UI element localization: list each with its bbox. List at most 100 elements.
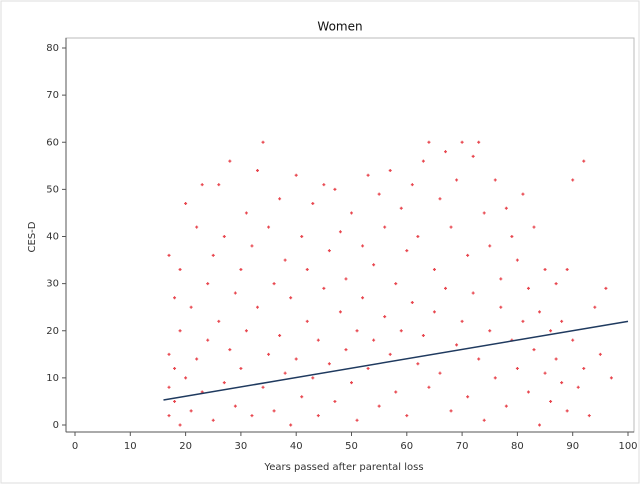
scatter-point <box>427 140 431 144</box>
scatter-point <box>300 395 304 399</box>
scatter-point <box>455 178 459 182</box>
y-tick-label: 80 <box>46 43 59 54</box>
scatter-point <box>421 333 425 337</box>
scatter-point <box>239 366 243 370</box>
scatter-point <box>333 399 337 403</box>
scatter-point <box>582 366 586 370</box>
scatter-point <box>394 390 398 394</box>
scatter-point <box>366 173 370 177</box>
scatter-point <box>211 418 215 422</box>
scatter-point <box>543 371 547 375</box>
scatter-point <box>200 183 204 187</box>
scatter-point <box>272 409 276 413</box>
scatter-point <box>350 381 353 385</box>
scatter-point <box>488 244 492 248</box>
scatter-point <box>233 291 237 295</box>
scatter-point <box>206 338 210 342</box>
scatter-point <box>526 286 530 290</box>
scatter-point <box>173 296 177 300</box>
scatter-point <box>410 300 414 304</box>
scatter-point <box>549 399 553 403</box>
scatter-point <box>361 244 365 248</box>
scatter-point <box>228 159 232 163</box>
scatter-point <box>322 286 326 290</box>
chart-title: Women <box>317 20 362 34</box>
scatter-point <box>571 178 575 182</box>
scatter-point <box>499 305 503 309</box>
scatter-point <box>338 230 342 234</box>
scatter-point <box>167 352 171 356</box>
scatter-point <box>344 348 348 352</box>
y-axis-label: CES-D <box>27 221 38 252</box>
scatter-point <box>383 225 387 229</box>
scatter-point <box>206 282 210 286</box>
x-tick-label: 50 <box>345 441 358 452</box>
scatter-point <box>405 249 409 253</box>
scatter-point <box>250 414 254 418</box>
scatter-point <box>427 385 431 389</box>
scatter-point <box>609 376 613 380</box>
scatter-point <box>421 159 425 163</box>
scatter-point <box>515 366 519 370</box>
scatter-point <box>322 183 326 187</box>
scatter-point <box>372 263 376 267</box>
scatter-point <box>466 253 470 257</box>
scatter-point <box>493 376 497 380</box>
scatter-point <box>283 258 287 262</box>
scatter-point <box>255 305 259 309</box>
scatter-point <box>549 329 553 333</box>
scatter-point <box>283 371 287 375</box>
scatter-point <box>449 409 453 413</box>
scatter-point <box>565 267 569 271</box>
scatter-point <box>217 319 221 323</box>
scatter-point <box>366 366 370 370</box>
scatter-point <box>460 140 464 144</box>
scatter-point <box>438 371 442 375</box>
scatter-point <box>565 409 569 413</box>
scatter-point <box>377 192 381 196</box>
scatter-point <box>239 267 243 271</box>
scatter-point <box>228 348 232 352</box>
scatter-point <box>189 409 193 413</box>
scatter-point <box>477 140 481 144</box>
scatter-point <box>521 319 525 323</box>
scatter-point <box>466 395 470 399</box>
x-tick-label: 90 <box>566 441 579 452</box>
scatter-point <box>383 315 387 319</box>
scatter-point <box>316 338 320 342</box>
x-tick-label: 80 <box>511 441 524 452</box>
scatter-point <box>504 404 508 408</box>
scatter-point <box>267 225 271 229</box>
y-tick-label: 40 <box>46 232 59 243</box>
scatter-point <box>432 267 436 271</box>
scatter-point <box>593 305 597 309</box>
scatter-point <box>399 329 403 333</box>
scatter-point <box>526 390 530 394</box>
scatter-point <box>316 414 320 418</box>
scatter-point <box>455 343 459 347</box>
scatter-point <box>195 225 199 229</box>
scatter-point <box>477 357 481 361</box>
scatter-point <box>538 423 542 427</box>
scatter-point <box>482 211 486 215</box>
y-tick-label: 30 <box>46 279 59 290</box>
y-tick-label: 20 <box>46 326 59 337</box>
scatter-point <box>471 291 475 295</box>
scatter-point <box>244 329 248 333</box>
scatter-point <box>405 414 409 418</box>
scatter-point <box>355 329 359 333</box>
scatter-point <box>300 235 304 238</box>
scatter-point <box>261 385 265 389</box>
scatter-point <box>504 206 508 210</box>
scatter-point <box>294 173 298 177</box>
x-tick-label: 10 <box>124 441 137 452</box>
scatter-point <box>327 362 331 366</box>
scatter-point <box>416 235 420 238</box>
scatter-point <box>222 381 226 385</box>
scatter-point <box>598 352 602 356</box>
scatter-point <box>311 376 315 380</box>
scatter-point <box>217 183 221 187</box>
scatter-point <box>515 258 519 262</box>
y-tick-label: 10 <box>46 373 59 384</box>
